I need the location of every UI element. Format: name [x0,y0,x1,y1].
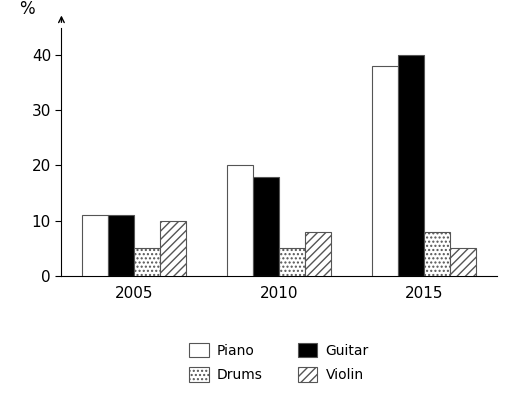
Bar [108,215,134,276]
Bar [424,232,450,276]
Bar [253,177,279,276]
Bar [279,248,305,276]
Bar [305,232,331,276]
Bar [372,66,398,276]
Bar [160,221,186,276]
Bar [82,215,108,276]
Bar [450,248,476,276]
Bar [227,165,253,276]
Bar [134,248,160,276]
Bar [398,55,424,276]
Text: %: % [19,0,34,18]
Legend: Piano, Drums, Guitar, Violin: Piano, Drums, Guitar, Violin [184,337,374,388]
